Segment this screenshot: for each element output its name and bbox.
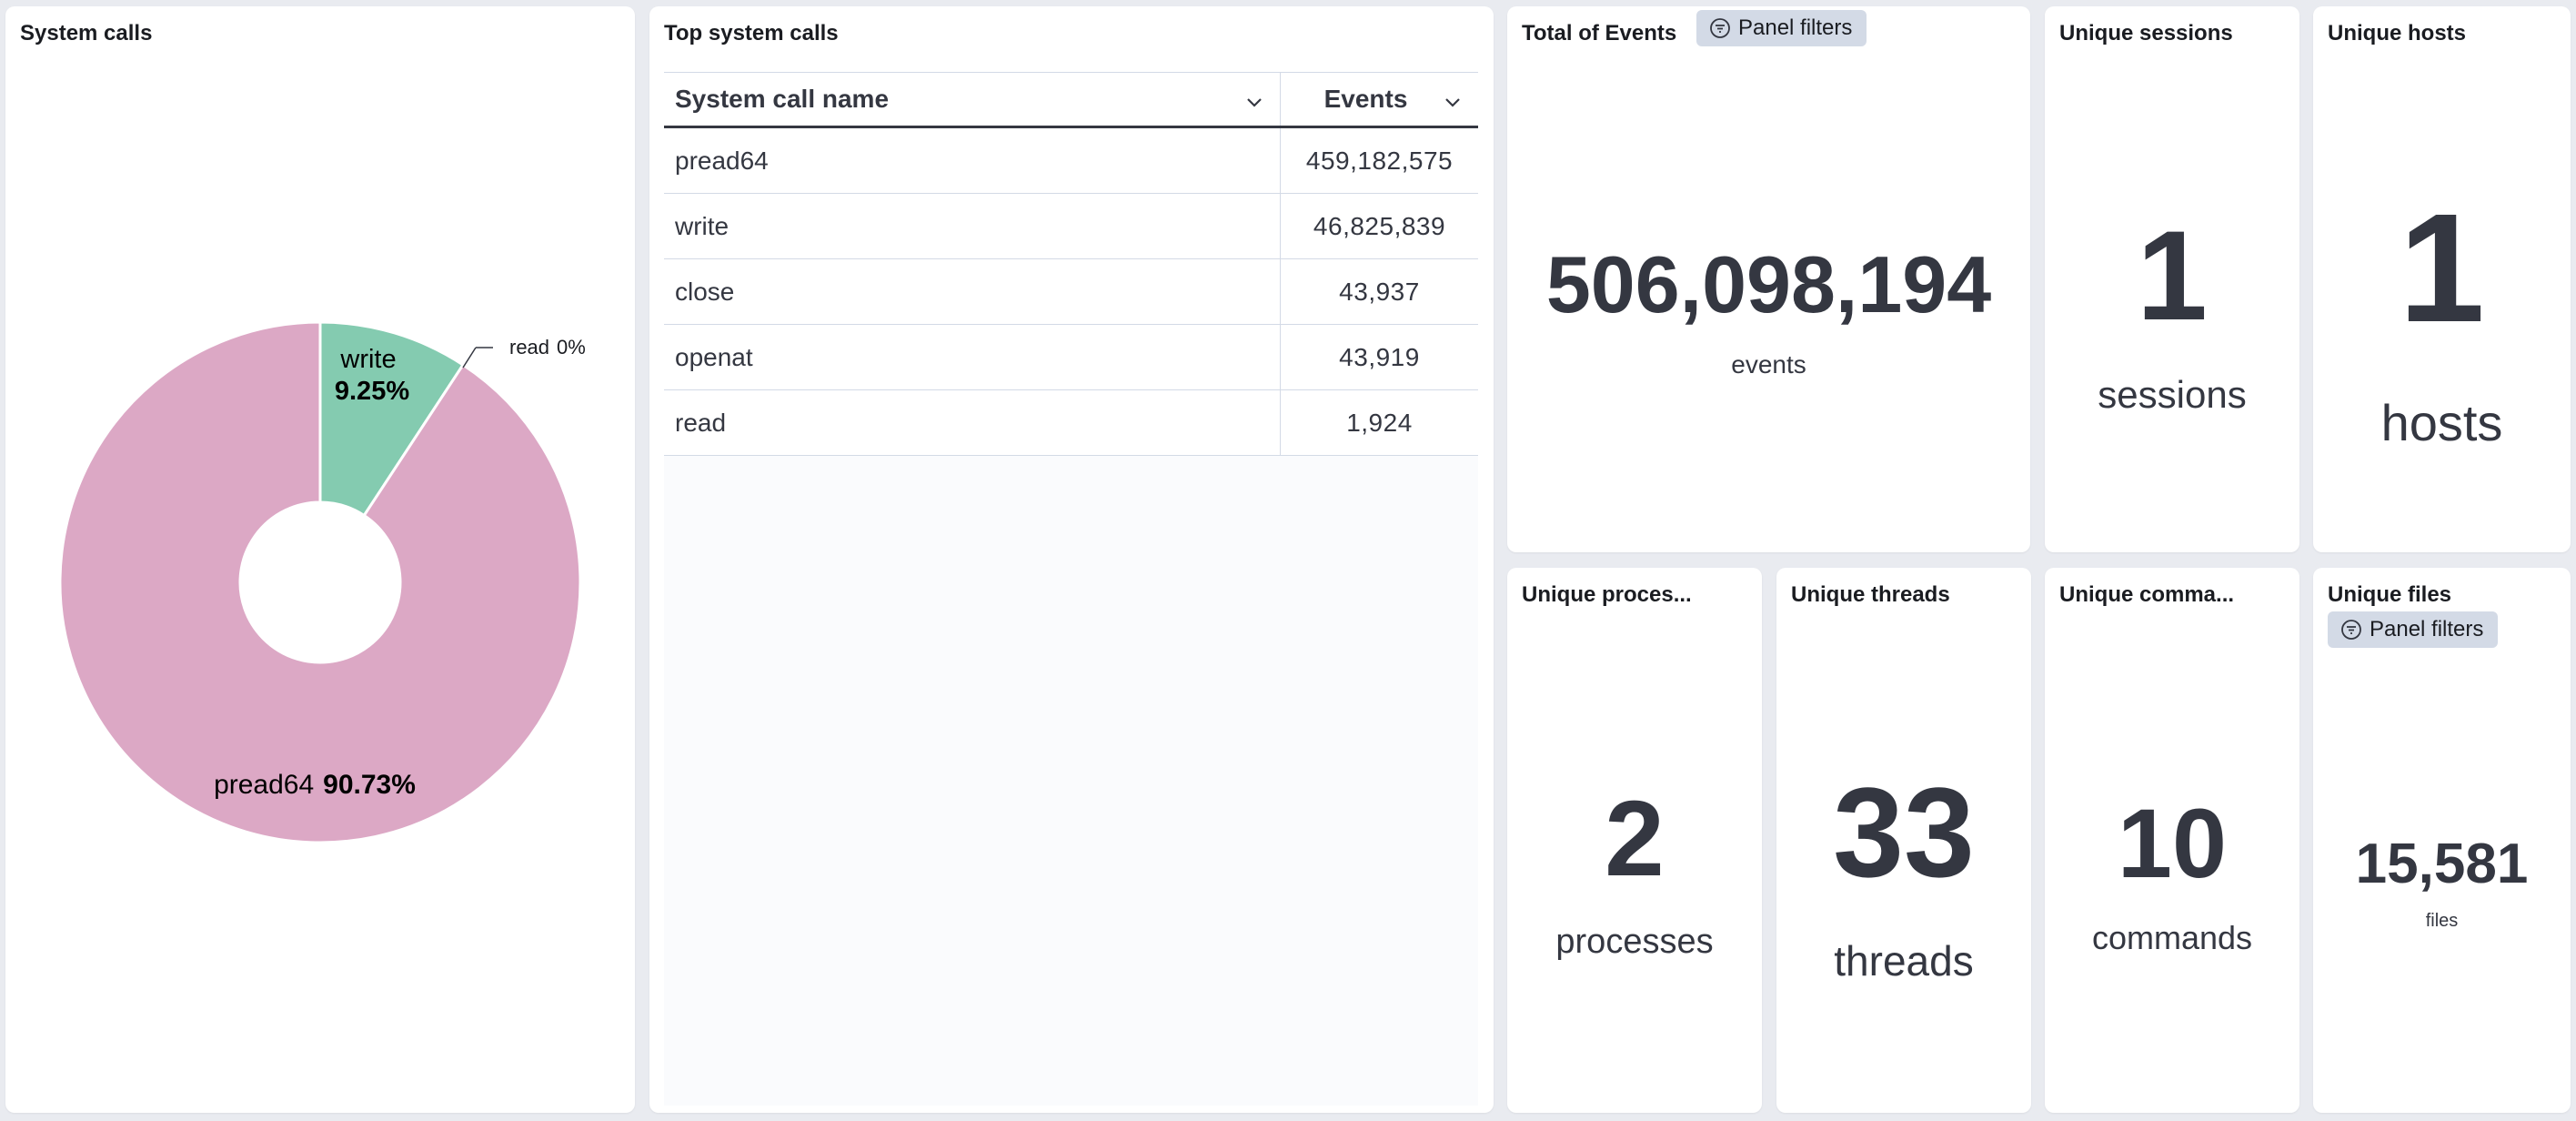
- metric-value: 1: [2137, 204, 2208, 347]
- metric-value: 2: [1605, 779, 1665, 899]
- slice-label-pread64: pread64 90.73%: [214, 770, 416, 800]
- system-calls-table: System call name Events pread64 459,182,…: [664, 72, 1478, 456]
- cell-name: write: [664, 194, 1281, 258]
- chevron-down-icon[interactable]: [1444, 93, 1462, 111]
- slice-label-write-name: write: [339, 345, 396, 374]
- table-empty-area: [664, 456, 1478, 1106]
- top-system-calls-panel: Top system calls System call name Events…: [649, 6, 1494, 1113]
- slice-label-read: read 0%: [509, 336, 586, 359]
- column-header-name[interactable]: System call name: [664, 73, 1281, 126]
- cell-events: 1,924: [1346, 408, 1413, 437]
- cell-events: 459,182,575: [1305, 146, 1454, 175]
- metric-value: 1: [2399, 182, 2485, 355]
- metric-value: 10: [2117, 788, 2228, 898]
- table-row[interactable]: pread64 459,182,575: [664, 128, 1478, 194]
- metric-unit: hosts: [2380, 394, 2503, 451]
- panel-title: Total of Events: [1522, 21, 1677, 45]
- column-header-label: Events: [1323, 85, 1408, 113]
- table-header: System call name Events: [664, 72, 1478, 128]
- slice-write[interactable]: [318, 320, 466, 518]
- cell-name: read: [664, 390, 1281, 455]
- panel-title: Unique proces...: [1522, 582, 1692, 607]
- total-events-panel: Total of Events Panel filters 506,098,19…: [1507, 6, 2030, 552]
- panel-title: System calls: [20, 21, 153, 45]
- panel-title: Top system calls: [664, 21, 839, 45]
- metric-value: 15,581: [2355, 833, 2529, 895]
- metric-value: 506,098,194: [1545, 239, 1992, 329]
- panel-title: Unique comma...: [2059, 582, 2235, 607]
- table-row[interactable]: write 46,825,839: [664, 194, 1478, 259]
- filter-icon: [1710, 18, 1730, 38]
- slice-label-write-pct: 9.25%: [335, 377, 409, 406]
- table-row[interactable]: close 43,937: [664, 259, 1478, 325]
- cell-events: 46,825,839: [1313, 211, 1446, 240]
- unique-processes-panel: Unique proces... 2 processes: [1507, 568, 1762, 1113]
- metric-unit: processes: [1555, 923, 1714, 961]
- unique-files-panel: Unique files Panel filters 15,581 files: [2313, 568, 2571, 1113]
- donut-chart: write 9.25% read 0% pread64 90.73%: [58, 320, 586, 844]
- column-header-events[interactable]: Events: [1281, 73, 1478, 126]
- chevron-down-icon[interactable]: [1245, 93, 1263, 111]
- metric-unit: files: [2425, 911, 2459, 931]
- slice-pread64[interactable]: [58, 320, 582, 844]
- cell-name: close: [664, 259, 1281, 324]
- unique-hosts-panel: Unique hosts 1 hosts: [2313, 6, 2571, 552]
- metric-value: 33: [1833, 761, 1975, 904]
- cell-name: openat: [664, 325, 1281, 389]
- table-row[interactable]: openat 43,919: [664, 325, 1478, 390]
- cell-events: 43,937: [1339, 277, 1420, 306]
- metric-unit: threads: [1834, 937, 1974, 985]
- table-row[interactable]: read 1,924: [664, 390, 1478, 456]
- metric-unit: events: [1731, 350, 1806, 379]
- filter-icon: [2341, 620, 2361, 640]
- panel-filters-label: Panel filters: [2370, 617, 2484, 641]
- metric-unit: commands: [2091, 919, 2253, 956]
- unique-commands-panel: Unique comma... 10 commands: [2045, 568, 2299, 1113]
- panel-title: Unique sessions: [2059, 21, 2233, 45]
- panel-filters-badge[interactable]: Panel filters: [2328, 611, 2499, 648]
- metric-unit: sessions: [2098, 373, 2247, 416]
- cell-events: 43,919: [1339, 342, 1420, 371]
- read-callout-line: [462, 347, 477, 369]
- panel-filters-badge[interactable]: Panel filters: [1696, 10, 1867, 46]
- panel-title: Unique threads: [1791, 582, 1950, 607]
- panel-title: Unique hosts: [2328, 21, 2467, 45]
- column-header-label: System call name: [675, 85, 890, 113]
- unique-sessions-panel: Unique sessions 1 sessions: [2045, 6, 2299, 552]
- cell-name: pread64: [664, 128, 1281, 193]
- panel-filters-label: Panel filters: [1738, 15, 1853, 40]
- unique-threads-panel: Unique threads 33 threads: [1776, 568, 2031, 1113]
- system-calls-panel: System calls write 9.25% read 0% pread64 9…: [5, 6, 635, 1113]
- panel-title: Unique files: [2328, 582, 2452, 607]
